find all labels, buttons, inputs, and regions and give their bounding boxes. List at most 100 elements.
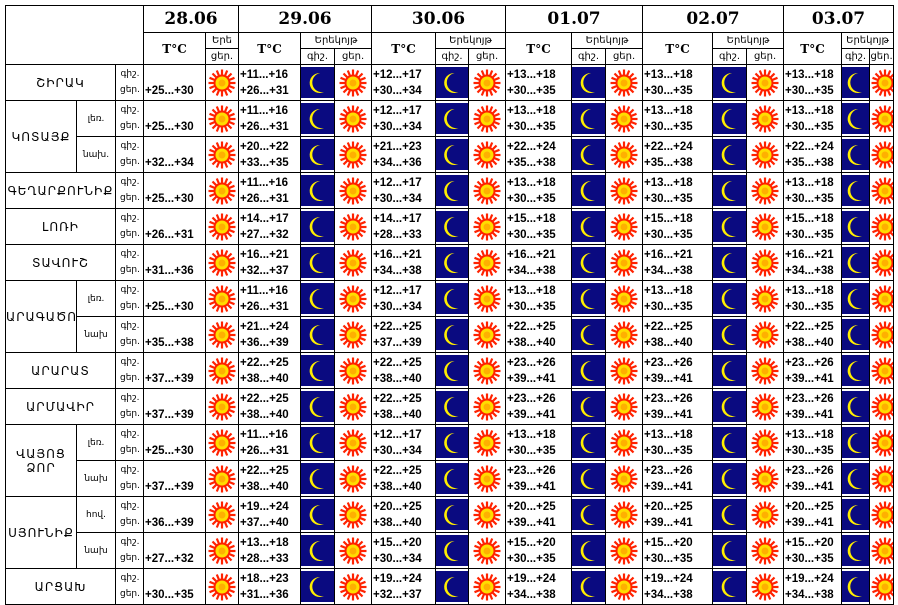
temperature-cell: +23...+26 +39...+41 — [505, 388, 573, 425]
moon-icon — [572, 427, 605, 458]
night-label: գիշ. — [120, 320, 140, 331]
day-temperature: +36...+39 — [145, 516, 194, 529]
night-temperature: +15...+20 — [373, 536, 422, 549]
daypart-labels: գիշ. ցեր. — [114, 352, 145, 389]
temperature-cell: +23...+26 +39...+41 — [642, 352, 714, 389]
day-weather-cell — [869, 316, 895, 353]
day-weather-cell — [334, 352, 373, 389]
night-weather-cell — [300, 568, 336, 605]
day-temperature: +25...+30 — [145, 120, 194, 133]
night-weather-cell — [300, 100, 336, 137]
night-abbr-header: գիշ. — [841, 48, 871, 65]
sun-icon — [336, 392, 371, 422]
day-temperature: +30...+35 — [507, 228, 556, 241]
temperature-cell: +26...+31 — [143, 208, 207, 245]
region-name: ԿՈՏԱՅՔ — [5, 100, 77, 173]
day-weather-cell — [746, 460, 785, 497]
temperature-cell: +22...+25 +38...+40 — [371, 352, 437, 389]
subregion-label: հով. — [76, 496, 116, 533]
day-weather-cell — [468, 532, 507, 569]
sun-icon — [470, 536, 505, 566]
night-weather-cell — [712, 460, 748, 497]
day-label: ցեր. — [120, 480, 140, 491]
temperature-cell: +22...+25 +38...+40 — [238, 388, 302, 425]
day-temperature: +38...+40 — [373, 408, 422, 421]
temperature-cell: +15...+20 +30...+34 — [371, 532, 437, 569]
day-temperature: +34...+38 — [507, 588, 556, 601]
day-weather-cell — [468, 136, 507, 173]
sun-icon — [871, 392, 893, 422]
temperature-cell: +25...+30 — [143, 100, 207, 137]
night-temperature: +13...+18 — [644, 68, 693, 81]
moon-icon — [301, 571, 334, 602]
moon-icon — [436, 247, 468, 278]
header-corner-cell — [4, 5, 145, 65]
region-name: ԼՈՌԻ — [5, 208, 116, 245]
day-label: ցեր. — [120, 228, 140, 239]
sun-icon — [207, 392, 238, 422]
forecast-row: ԱՐՄԱՎԻՐ գիշ. ցեր. +37...+39 +22...+25 +38...+… — [5, 388, 895, 425]
temperature-cell: +22...+24 +35...+38 — [505, 136, 573, 173]
sun-icon — [871, 320, 893, 350]
moon-icon — [713, 463, 746, 494]
sun-icon — [470, 572, 505, 602]
night-temperature: +21...+24 — [240, 320, 289, 333]
day-temperature: +25...+30 — [145, 300, 194, 313]
temperature-cell: +13...+18 +30...+35 — [642, 64, 714, 101]
sun-icon — [607, 320, 642, 350]
night-temperature: +11...+16 — [240, 104, 288, 117]
moon-icon — [301, 67, 334, 98]
night-weather-cell — [712, 496, 748, 533]
night-temperature: +13...+18 — [507, 284, 556, 297]
temperature-cell: +11...+16 +26...+31 — [238, 100, 302, 137]
night-weather-cell — [571, 100, 607, 137]
day-temperature: +30...+35 — [644, 228, 693, 241]
moon-icon — [436, 175, 468, 206]
sun-icon — [607, 572, 642, 602]
day-weather-cell — [468, 568, 507, 605]
day-weather-cell — [605, 352, 644, 389]
sun-icon — [607, 536, 642, 566]
moon-icon — [572, 391, 605, 422]
night-weather-cell — [435, 280, 470, 317]
temperature-cell: +13...+18 +30...+35 — [642, 280, 714, 317]
day-weather-cell — [746, 172, 785, 209]
night-abbr-header: գիշ. — [300, 48, 336, 65]
night-temperature: +22...+25 — [644, 320, 693, 333]
day-temperature: +39...+41 — [644, 372, 693, 385]
subregion-label: լեռ. — [76, 100, 116, 137]
day-weather-cell — [334, 496, 373, 533]
temperature-cell: +20...+25 +39...+41 — [783, 496, 843, 533]
night-temperature: +22...+24 — [785, 140, 834, 153]
region-name: ԱՐՄԱՎԻՐ — [5, 388, 116, 425]
day-temperature: +30...+34 — [373, 552, 422, 565]
moon-icon — [301, 283, 334, 314]
night-weather-cell — [841, 496, 871, 533]
moon-icon — [436, 535, 468, 566]
temperature-cell: +13...+18 +30...+35 — [642, 172, 714, 209]
day-weather-cell — [205, 532, 240, 569]
night-weather-cell — [435, 172, 470, 209]
day-temperature: +34...+38 — [644, 588, 693, 601]
moon-icon — [436, 571, 468, 602]
sun-icon — [470, 500, 505, 530]
night-weather-cell — [435, 208, 470, 245]
day-weather-cell — [605, 244, 644, 281]
forecast-row: ՇԻՐԱԿ գիշ. ցեր. +25...+30 +11...+16 +26...+31… — [5, 64, 895, 101]
day-weather-cell — [869, 100, 895, 137]
day-weather-cell — [746, 496, 785, 533]
day-weather-cell — [605, 568, 644, 605]
sun-icon — [871, 176, 893, 206]
day-weather-cell — [205, 136, 240, 173]
temperature-cell: +13...+18 +30...+35 — [642, 100, 714, 137]
day-temperature: +31...+36 — [240, 588, 289, 601]
night-weather-cell — [435, 136, 470, 173]
daypart-labels: գիշ. ցեր. — [114, 496, 145, 533]
day-column-header: ցեր. — [205, 48, 240, 65]
day-label: ցեր. — [120, 336, 140, 347]
day-temperature: +39...+41 — [644, 408, 693, 421]
moon-icon — [842, 211, 869, 242]
sun-icon — [207, 320, 238, 350]
day-weather-cell — [334, 388, 373, 425]
night-weather-cell — [571, 208, 607, 245]
